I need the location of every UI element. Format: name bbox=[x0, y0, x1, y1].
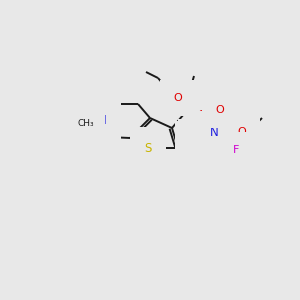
Text: N: N bbox=[210, 125, 218, 139]
Text: F: F bbox=[233, 165, 239, 175]
Text: N: N bbox=[98, 113, 106, 127]
Text: F: F bbox=[233, 145, 239, 155]
Text: S: S bbox=[144, 142, 152, 154]
Text: C: C bbox=[225, 155, 231, 165]
Text: O: O bbox=[198, 110, 206, 120]
Text: H: H bbox=[190, 131, 198, 141]
Text: F: F bbox=[239, 155, 245, 165]
Text: O: O bbox=[174, 93, 182, 103]
Text: CH₃: CH₃ bbox=[78, 118, 94, 127]
Text: O: O bbox=[230, 143, 238, 153]
Text: O: O bbox=[216, 105, 224, 115]
Text: O: O bbox=[238, 127, 246, 137]
Text: H: H bbox=[201, 127, 209, 137]
Text: N: N bbox=[190, 136, 198, 148]
